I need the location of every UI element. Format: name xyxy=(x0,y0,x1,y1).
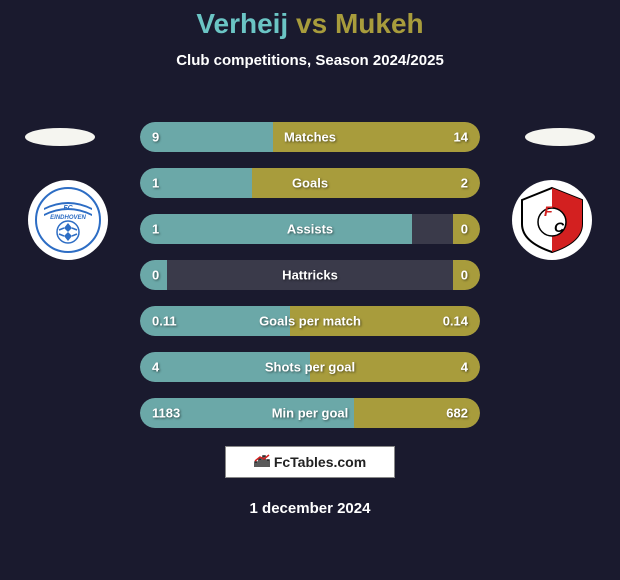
stat-value-left: 0.11 xyxy=(152,314,177,329)
stat-value-left: 4 xyxy=(152,360,159,375)
player2-name: Mukeh xyxy=(335,8,424,39)
stat-value-right: 4 xyxy=(461,360,468,375)
avatar-placeholder-left xyxy=(25,128,95,146)
stat-row: 1183 682 Min per goal xyxy=(140,398,480,428)
stat-row: 0 0 Hattricks xyxy=(140,260,480,290)
stat-value-right: 0 xyxy=(461,222,468,237)
stat-value-right: 14 xyxy=(454,130,468,145)
stat-label: Assists xyxy=(287,222,333,237)
stat-row: 1 0 Assists xyxy=(140,214,480,244)
stat-label: Goals per match xyxy=(259,314,361,329)
chart-icon xyxy=(254,454,270,471)
stat-value-right: 0 xyxy=(461,268,468,283)
stat-value-left: 1 xyxy=(152,176,159,191)
date-text: 1 december 2024 xyxy=(250,500,371,517)
stat-label: Min per goal xyxy=(272,406,349,421)
stat-value-left: 0 xyxy=(152,268,159,283)
avatar-placeholder-right xyxy=(525,128,595,146)
stat-value-right: 682 xyxy=(446,406,468,421)
comparison-title: Verheij vs Mukeh xyxy=(0,0,620,40)
stat-label: Hattricks xyxy=(282,268,338,283)
player1-name: Verheij xyxy=(196,8,288,39)
svg-text:EINDHOVEN: EINDHOVEN xyxy=(50,215,86,221)
stat-label: Matches xyxy=(284,130,336,145)
stat-value-left: 9 xyxy=(152,130,159,145)
club-logo-left: FC EINDHOVEN xyxy=(28,180,108,260)
svg-text:FC: FC xyxy=(63,205,73,212)
stat-label: Goals xyxy=(292,176,328,191)
stat-label: Shots per goal xyxy=(265,360,355,375)
club-logo-right: F C xyxy=(512,180,592,260)
branding-text: FcTables.com xyxy=(274,454,366,470)
stat-value-right: 2 xyxy=(461,176,468,191)
stat-value-right: 0.14 xyxy=(443,314,468,329)
stat-row: 9 14 Matches xyxy=(140,122,480,152)
stat-row: 1 2 Goals xyxy=(140,168,480,198)
svg-text:F: F xyxy=(544,203,553,219)
stats-container: 9 14 Matches 1 2 Goals 1 0 Assists 0 0 Hattricks 0.1… xyxy=(140,122,480,444)
subtitle: Club competitions, Season 2024/2025 xyxy=(0,52,620,69)
stat-value-left: 1183 xyxy=(152,406,180,421)
bar-left xyxy=(140,214,412,244)
svg-text:C: C xyxy=(554,219,565,235)
branding-badge: FcTables.com xyxy=(225,446,395,478)
bar-left xyxy=(140,122,273,152)
bar-right xyxy=(252,168,480,198)
stat-row: 0.11 0.14 Goals per match xyxy=(140,306,480,336)
vs-text: vs xyxy=(296,8,327,39)
stat-row: 4 4 Shots per goal xyxy=(140,352,480,382)
stat-value-left: 1 xyxy=(152,222,159,237)
